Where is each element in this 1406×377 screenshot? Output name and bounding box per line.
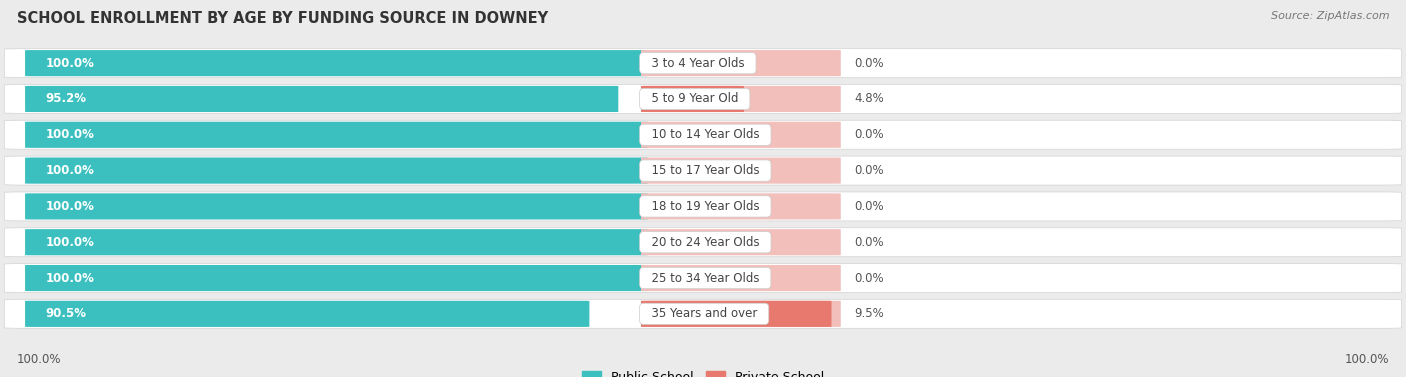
FancyBboxPatch shape: [25, 122, 648, 148]
FancyBboxPatch shape: [4, 156, 1402, 185]
Text: 5 to 9 Year Old: 5 to 9 Year Old: [644, 92, 745, 106]
Text: 9.5%: 9.5%: [855, 307, 884, 320]
Text: 100.0%: 100.0%: [17, 353, 62, 366]
FancyBboxPatch shape: [641, 301, 841, 327]
Text: 0.0%: 0.0%: [855, 57, 884, 70]
Text: 15 to 17 Year Olds: 15 to 17 Year Olds: [644, 164, 766, 177]
Text: 100.0%: 100.0%: [46, 200, 94, 213]
Text: 0.0%: 0.0%: [855, 236, 884, 249]
Text: 100.0%: 100.0%: [46, 128, 94, 141]
Text: 18 to 19 Year Olds: 18 to 19 Year Olds: [644, 200, 766, 213]
FancyBboxPatch shape: [25, 229, 648, 255]
Text: 3 to 4 Year Olds: 3 to 4 Year Olds: [644, 57, 752, 70]
Text: 100.0%: 100.0%: [46, 271, 94, 285]
Text: SCHOOL ENROLLMENT BY AGE BY FUNDING SOURCE IN DOWNEY: SCHOOL ENROLLMENT BY AGE BY FUNDING SOUR…: [17, 11, 548, 26]
Text: 95.2%: 95.2%: [46, 92, 87, 106]
Text: 35 Years and over: 35 Years and over: [644, 307, 765, 320]
Text: 90.5%: 90.5%: [46, 307, 87, 320]
FancyBboxPatch shape: [4, 120, 1402, 149]
Text: 10 to 14 Year Olds: 10 to 14 Year Olds: [644, 128, 766, 141]
Text: 0.0%: 0.0%: [855, 200, 884, 213]
Text: 100.0%: 100.0%: [46, 57, 94, 70]
FancyBboxPatch shape: [641, 229, 841, 255]
Text: 100.0%: 100.0%: [46, 164, 94, 177]
FancyBboxPatch shape: [25, 301, 589, 327]
Text: 25 to 34 Year Olds: 25 to 34 Year Olds: [644, 271, 766, 285]
Text: 20 to 24 Year Olds: 20 to 24 Year Olds: [644, 236, 766, 249]
FancyBboxPatch shape: [4, 299, 1402, 328]
Text: 4.8%: 4.8%: [855, 92, 884, 106]
FancyBboxPatch shape: [641, 122, 841, 148]
FancyBboxPatch shape: [641, 301, 831, 327]
FancyBboxPatch shape: [4, 264, 1402, 293]
FancyBboxPatch shape: [641, 86, 744, 112]
FancyBboxPatch shape: [641, 158, 841, 184]
FancyBboxPatch shape: [4, 49, 1402, 78]
FancyBboxPatch shape: [25, 265, 648, 291]
Text: 0.0%: 0.0%: [855, 128, 884, 141]
FancyBboxPatch shape: [641, 193, 841, 219]
FancyBboxPatch shape: [641, 86, 841, 112]
Text: 100.0%: 100.0%: [46, 236, 94, 249]
FancyBboxPatch shape: [25, 86, 619, 112]
Text: 0.0%: 0.0%: [855, 164, 884, 177]
FancyBboxPatch shape: [25, 158, 648, 184]
Text: 100.0%: 100.0%: [1344, 353, 1389, 366]
FancyBboxPatch shape: [25, 193, 648, 219]
FancyBboxPatch shape: [4, 228, 1402, 257]
FancyBboxPatch shape: [641, 50, 841, 76]
Text: Source: ZipAtlas.com: Source: ZipAtlas.com: [1271, 11, 1389, 21]
FancyBboxPatch shape: [641, 265, 841, 291]
FancyBboxPatch shape: [4, 192, 1402, 221]
Legend: Public School, Private School: Public School, Private School: [576, 366, 830, 377]
Text: 0.0%: 0.0%: [855, 271, 884, 285]
FancyBboxPatch shape: [4, 84, 1402, 113]
FancyBboxPatch shape: [25, 50, 648, 76]
